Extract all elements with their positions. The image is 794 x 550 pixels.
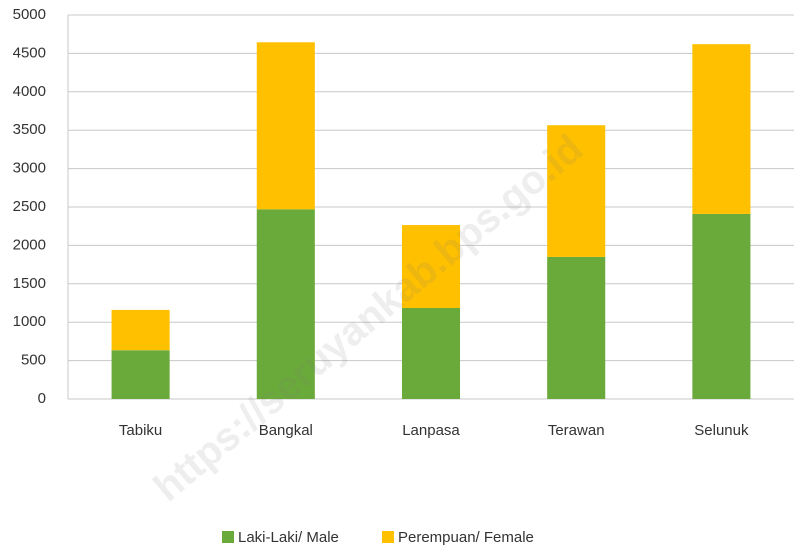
legend-label: Laki-Laki/ Male (238, 529, 339, 546)
y-tick-label: 1500 (13, 275, 46, 292)
bar-segment (111, 309, 170, 351)
watermark: https://seruyankab.bps.go.id (146, 126, 591, 510)
bar-segment (401, 307, 461, 399)
bar-segment (692, 213, 751, 399)
y-tick-label: 4000 (13, 83, 46, 100)
legend-swatch (222, 531, 234, 543)
y-tick-label: 3000 (13, 160, 46, 177)
bar-segment (111, 350, 170, 399)
legend-swatch (382, 531, 394, 543)
y-tick-label: 4500 (13, 44, 46, 61)
legend-label: Perempuan/ Female (398, 529, 534, 546)
x-tick-label: Bangkal (259, 422, 313, 439)
bar-segment (256, 209, 315, 399)
bar-segment (547, 256, 606, 399)
bar-segment (547, 125, 606, 257)
bar-segment (256, 42, 315, 210)
y-tick-label: 3500 (13, 121, 46, 138)
y-tick-label: 500 (21, 352, 46, 369)
y-tick-label: 1000 (13, 313, 46, 330)
bar-segment (692, 44, 751, 214)
x-tick-label: Lanpasa (402, 422, 460, 439)
x-tick-label: Terawan (548, 422, 605, 439)
bar-segment (401, 225, 461, 308)
y-tick-label: 5000 (13, 6, 46, 23)
y-tick-label: 2000 (13, 236, 46, 253)
x-tick-label: Selunuk (694, 422, 749, 439)
x-tick-label: Tabiku (119, 422, 162, 439)
y-tick-label: 0 (38, 390, 46, 407)
y-tick-label: 2500 (13, 198, 46, 215)
